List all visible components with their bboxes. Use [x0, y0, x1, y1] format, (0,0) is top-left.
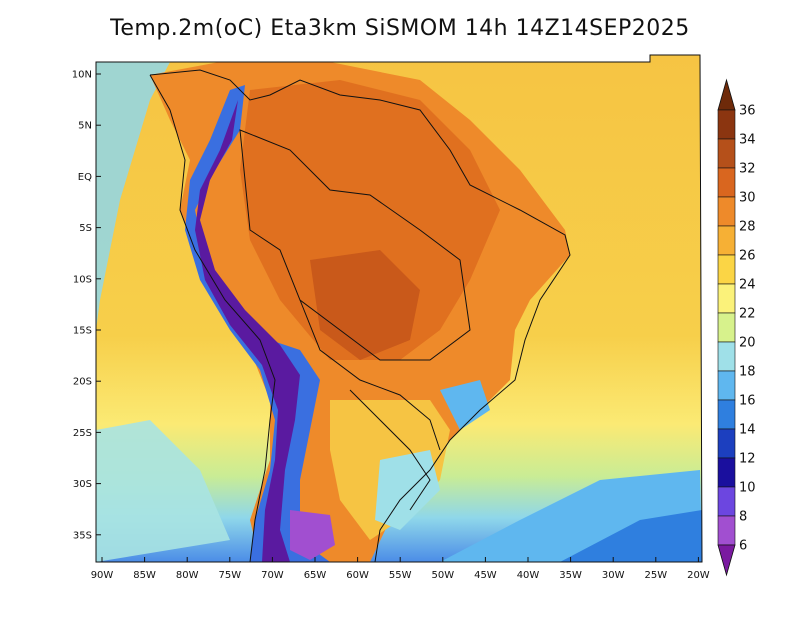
- colorbar-segment: [717, 370, 736, 401]
- colorbar-label: 30: [739, 191, 756, 206]
- lon-label: 85W: [133, 570, 156, 581]
- lat-label: 30S: [73, 479, 92, 490]
- colorbar-segment: [717, 312, 736, 343]
- colorbar-label: 10: [739, 481, 756, 496]
- lat-label: 10S: [73, 274, 92, 285]
- colorbar-segment: [717, 167, 736, 198]
- pacific-cool-zone: [96, 62, 170, 330]
- lon-label: 30W: [602, 570, 625, 581]
- south-pacific-cool-zone: [96, 420, 230, 562]
- colorbar-segment: [717, 109, 736, 140]
- colorbar-top-arrow: [717, 78, 736, 111]
- lon-label: 90W: [91, 570, 114, 581]
- map-title: Temp.2m(oC) Eta3km SiSMOM 14h 14Z14SEP20…: [110, 16, 690, 41]
- colorbar-segment: [717, 457, 736, 488]
- lon-label: 55W: [389, 570, 412, 581]
- lat-label: 5N: [78, 121, 92, 132]
- colorbar-label: 8: [739, 510, 747, 525]
- southern-border: [299, 299, 441, 451]
- east-coastline: [149, 69, 571, 562]
- colorbar-label: 6: [739, 539, 747, 554]
- lat-label: 15S: [73, 326, 92, 337]
- colorbar-label: 36: [739, 104, 756, 119]
- colorbar-bottom-arrow: [717, 544, 736, 577]
- continent-hot-zone: [240, 80, 500, 360]
- country-boundaries: [149, 69, 571, 562]
- colorbar-segment: [717, 225, 736, 256]
- latitude-axis: 10N 5N EQ 5S 10S 15S 20S 25S 30S 35S: [72, 70, 101, 541]
- colorbar-label: 20: [739, 336, 756, 351]
- colorbar-label: 26: [739, 249, 756, 264]
- longitude-axis: 90W 85W 80W 75W 70W 65W 60W 55W 50W 45W 40W 35W 30W 2…: [91, 557, 710, 581]
- colorbar-segment: [717, 138, 736, 169]
- colorbar-segment: [717, 341, 736, 372]
- lon-label: 25W: [644, 570, 667, 581]
- colorbar-label: 12: [739, 452, 756, 467]
- colorbar: 36 34 32 30 28 26 24 22 20 18 16 14 12 10 8 6: [717, 78, 756, 577]
- lat-label: EQ: [78, 172, 92, 183]
- central-hot-core: [310, 250, 420, 360]
- lon-label: 35W: [559, 570, 582, 581]
- lat-label: 10N: [72, 70, 92, 81]
- colorbar-label: 28: [739, 220, 756, 235]
- lat-label: 20S: [73, 377, 92, 388]
- lat-label: 35S: [73, 530, 92, 541]
- colorbar-label: 16: [739, 394, 756, 409]
- serra-cool-zone: [440, 380, 490, 430]
- colorbar-segment: [717, 196, 736, 227]
- lon-label: 80W: [176, 570, 199, 581]
- lon-label: 40W: [517, 570, 540, 581]
- lon-label: 45W: [474, 570, 497, 581]
- temperature-field: [96, 55, 702, 562]
- map-frame: [95, 54, 703, 563]
- andes-cold-zone: [185, 85, 330, 562]
- colorbar-segment: [717, 515, 736, 546]
- colorbar-label: 34: [739, 133, 756, 148]
- lat-label: 25S: [73, 428, 92, 439]
- colorbar-segment: [717, 254, 736, 285]
- andes-very-cold-zone: [195, 100, 300, 562]
- lon-label: 60W: [346, 570, 369, 581]
- colorbar-segment: [717, 283, 736, 314]
- south-atlantic-colder-zone: [560, 510, 702, 562]
- colorbar-segment: [717, 486, 736, 517]
- lon-label: 20W: [687, 570, 710, 581]
- lat-label: 5S: [79, 223, 92, 234]
- colorbar-label: 24: [739, 278, 756, 293]
- colorbar-segment: [717, 399, 736, 430]
- brazil-interior-borders: [239, 129, 471, 361]
- colorbar-label: 32: [739, 162, 756, 177]
- colorbar-label: 18: [739, 365, 756, 380]
- uruguay-border: [349, 389, 431, 511]
- lon-label: 50W: [431, 570, 454, 581]
- lon-label: 75W: [218, 570, 241, 581]
- lon-label: 65W: [304, 570, 327, 581]
- colorbar-label: 22: [739, 307, 756, 322]
- west-coastline: [149, 74, 276, 562]
- colorbar-segment: [717, 428, 736, 459]
- patagonia-cold-zone: [290, 510, 335, 560]
- colorbar-label: 14: [739, 423, 756, 438]
- lon-label: 70W: [261, 570, 284, 581]
